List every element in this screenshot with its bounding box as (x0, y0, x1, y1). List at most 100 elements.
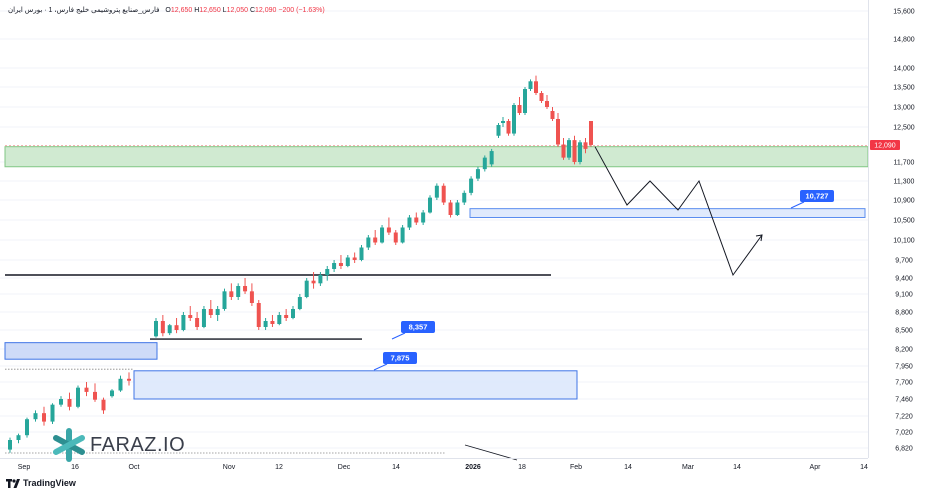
candle-up (181, 312, 186, 332)
candle-body (59, 399, 63, 405)
candle-up (297, 294, 302, 311)
candle-body (25, 419, 29, 436)
candle-body (160, 321, 165, 334)
x-tick-label: Apr (810, 464, 822, 471)
candle-body (208, 309, 213, 315)
callout-box (401, 321, 435, 333)
x-tick-label: 14 (624, 464, 632, 471)
candle-body (256, 303, 261, 327)
candle-body (332, 263, 337, 269)
candle-body (462, 192, 467, 203)
candle-up (359, 245, 364, 262)
candle-body (400, 227, 405, 243)
candle-body (380, 227, 385, 243)
candle-body (517, 105, 522, 113)
candle-body (318, 275, 323, 284)
candle-body (550, 111, 555, 119)
candle-down (284, 309, 289, 321)
candle-body (325, 269, 330, 275)
candle-body (181, 315, 186, 330)
candle-up (59, 396, 63, 407)
y-tick-label: 7,950 (895, 364, 913, 371)
candle-body (359, 247, 364, 260)
candle-body (338, 263, 343, 266)
candle-up (496, 123, 501, 138)
candle-body (50, 404, 55, 422)
candle-down (101, 397, 106, 414)
x-tick-label: Feb (570, 464, 582, 471)
tradingview-logo-icon (6, 478, 20, 488)
y-tick-label: 14,800 (893, 37, 915, 44)
candle-up (528, 79, 533, 91)
candle-up (469, 176, 474, 196)
candle-body (195, 318, 200, 327)
candle-body (572, 140, 577, 162)
candle-up (523, 87, 527, 115)
x-tick-label: Oct (129, 464, 140, 471)
x-tick-label: Nov (223, 464, 236, 471)
y-tick-label: 11,700 (894, 160, 915, 167)
candle-up (380, 225, 385, 244)
candle-body (249, 291, 254, 303)
candle-body (270, 321, 275, 324)
y-tick-label: 13,000 (893, 105, 915, 112)
callout-box (800, 190, 834, 202)
x-tick-label: Sep (18, 464, 31, 471)
candle-up (428, 195, 432, 214)
candle-body (561, 144, 566, 158)
candle-body (243, 286, 248, 292)
candle-body (311, 280, 316, 284)
candle-body (373, 237, 378, 243)
support-box-10727 (469, 208, 866, 218)
candle-body (118, 378, 123, 391)
candle-body (545, 101, 549, 107)
candle-down (174, 318, 179, 334)
x-tick-label: Mar (682, 464, 695, 471)
candle-down (188, 306, 193, 321)
candle-body (174, 325, 179, 330)
candle-down (506, 119, 511, 136)
chart-footer: TradingView (6, 478, 76, 488)
candle-down (195, 312, 200, 330)
y-tick-label: 14,000 (893, 66, 915, 73)
y-tick-label: 10,900 (893, 198, 915, 205)
candle-down (208, 300, 213, 318)
projection-arrow-head (755, 234, 763, 242)
x-tick-label: Dec (338, 464, 351, 471)
candle-down (256, 300, 261, 330)
x-tick-label: 18 (518, 464, 526, 471)
candle-down (160, 315, 165, 337)
close-label: C (249, 7, 256, 14)
candle-body (528, 81, 533, 89)
candle-up (154, 318, 158, 338)
candle-down (42, 406, 46, 426)
candle-up (318, 272, 323, 286)
candle-down (534, 75, 538, 95)
x-tick-label: 12 (275, 464, 283, 471)
candle-body (475, 169, 480, 179)
candle-body (229, 291, 234, 297)
candle-up (33, 410, 38, 422)
candle-body (589, 121, 593, 145)
candle-body (534, 81, 538, 93)
candle-body (277, 315, 282, 324)
tradingview-brand[interactable]: TradingView (23, 478, 76, 488)
y-tick-label: 11,300 (894, 179, 915, 186)
candle-up (434, 183, 439, 200)
candle-body (127, 378, 131, 381)
candle-up (407, 215, 412, 230)
candle-body (222, 291, 227, 309)
candle-down (373, 230, 378, 245)
candle-up (400, 225, 405, 244)
candle-up (332, 260, 337, 272)
callout-label: 10,727 (806, 192, 829, 201)
last-price-label: 12,090 (874, 142, 896, 149)
candle-up (8, 437, 12, 453)
y-tick-label: 8,800 (895, 310, 913, 317)
candle-down (393, 230, 398, 245)
candle-down (583, 137, 588, 154)
callout-pointer (790, 201, 805, 209)
y-tick-label: 10,500 (893, 218, 915, 225)
